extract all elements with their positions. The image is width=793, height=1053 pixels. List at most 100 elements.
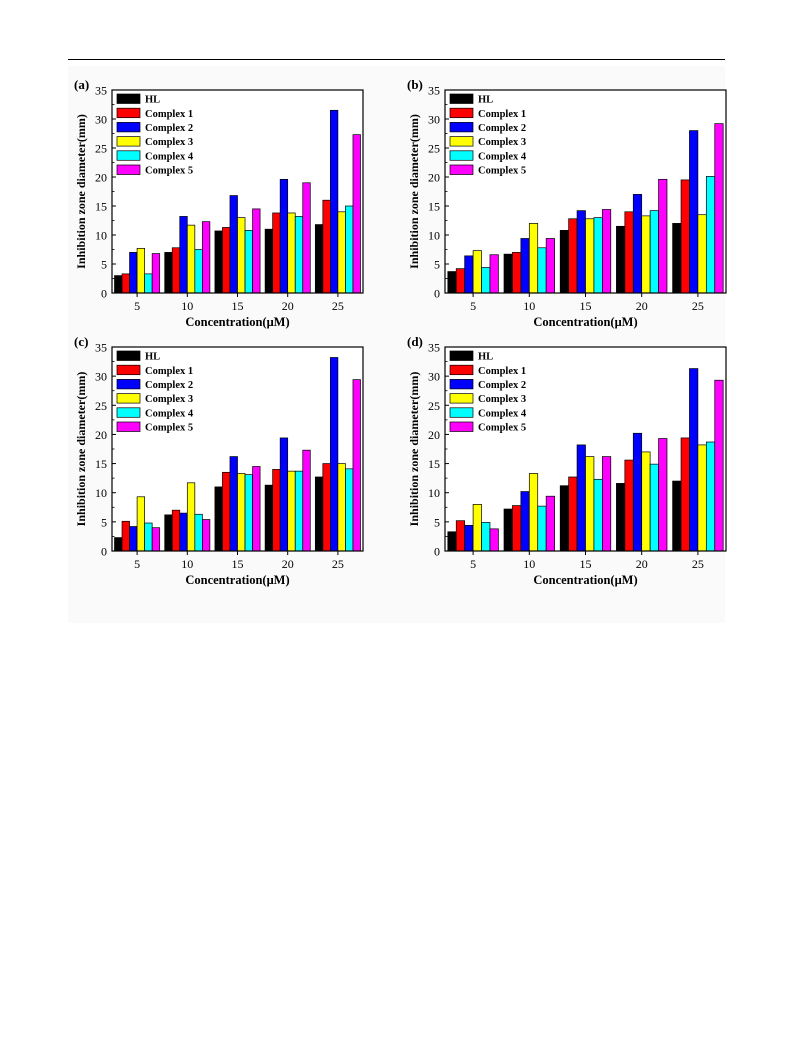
- panel-label: (d): [407, 334, 423, 349]
- bar-hl-5: [114, 537, 123, 552]
- legend-swatch-complex-4: [116, 150, 141, 161]
- y-tick-label: 0: [101, 545, 107, 559]
- x-axis-label: Concentration(μM): [533, 315, 637, 329]
- bar-hl-15: [214, 486, 223, 552]
- y-tick-label: 0: [434, 545, 440, 559]
- bar-hl-15: [559, 485, 569, 552]
- y-tick-label: 5: [101, 258, 107, 272]
- bar-complex-2-20: [279, 437, 289, 552]
- x-tick-label: 10: [181, 299, 193, 313]
- bar-complex-3-10: [186, 482, 196, 552]
- bar-complex-4-5: [144, 522, 153, 552]
- bar-complex-4-15: [593, 217, 603, 294]
- bar-complex-5-5: [489, 528, 499, 552]
- bar-complex-4-20: [294, 470, 304, 552]
- bar-complex-4-10: [194, 513, 203, 552]
- bar-complex-1-10: [171, 247, 181, 294]
- bar-complex-5-10: [202, 519, 211, 552]
- bar-complex-3-15: [585, 218, 595, 294]
- bar-complex-4-15: [593, 478, 603, 552]
- bar-complex-5-20: [658, 178, 668, 294]
- bar-complex-3-15: [237, 473, 246, 552]
- y-axis-label: Inhibition zone diameter(mm): [74, 372, 88, 527]
- y-tick-label: 0: [101, 287, 107, 301]
- legend-label: HL: [478, 352, 493, 363]
- bar-complex-2-25: [330, 357, 339, 552]
- bar-complex-5-10: [202, 221, 211, 294]
- y-tick-label: 5: [101, 515, 107, 529]
- y-tick-label: 15: [428, 457, 440, 471]
- x-tick-label: 20: [282, 557, 294, 571]
- bar-complex-4-5: [481, 522, 491, 552]
- bar-complex-3-5: [472, 504, 482, 552]
- legend: HL Complex 1 Complex 2 Complex 3 Complex 4 Co…: [116, 93, 194, 177]
- x-tick-label: 10: [523, 299, 535, 313]
- legend-swatch-hl: [449, 350, 474, 361]
- bar-complex-5-25: [352, 134, 361, 294]
- legend-label: HL: [145, 95, 160, 106]
- y-tick-label: 20: [428, 171, 440, 185]
- x-axis-label: Concentration(μM): [533, 573, 637, 587]
- y-tick-label: 25: [95, 399, 107, 413]
- bar-complex-5-15: [252, 466, 261, 552]
- chart-panel-b: 0 5 10 15 20 25 30 35 5 10 15 20 25 Concentration(μM)…: [407, 77, 727, 329]
- legend-swatch-complex-1: [449, 364, 474, 376]
- legend-swatch-complex-1: [116, 364, 141, 376]
- legend-swatch-complex-4: [116, 407, 141, 418]
- bar-complex-2-10: [179, 512, 188, 552]
- bar-complex-1-10: [512, 252, 522, 294]
- bar-complex-4-25: [705, 176, 716, 294]
- bar-complex-1-15: [222, 471, 231, 552]
- legend-label: Complex 1: [145, 366, 193, 377]
- y-tick-label: 30: [95, 370, 107, 384]
- y-tick-label: 5: [434, 258, 440, 272]
- bar-complex-5-20: [302, 449, 311, 552]
- bar-complex-5-15: [602, 209, 612, 294]
- bar-complex-5-15: [602, 456, 612, 552]
- legend-label: Complex 4: [478, 408, 527, 419]
- x-axis-label: Concentration(μM): [185, 315, 289, 329]
- bar-hl-5: [447, 531, 457, 552]
- legend-swatch-hl: [449, 93, 474, 104]
- legend-swatch-complex-3: [449, 136, 474, 147]
- bar-complex-1-15: [568, 218, 578, 294]
- legend-swatch-complex-4: [449, 407, 474, 418]
- legend-swatch-complex-2: [116, 379, 141, 390]
- bar-complex-1-20: [272, 212, 281, 294]
- x-tick-label: 10: [181, 557, 193, 571]
- legend-swatch-complex-5: [449, 421, 474, 432]
- bar-complex-5-25: [714, 379, 724, 552]
- bar-complex-1-20: [624, 211, 634, 294]
- legend-swatch-complex-2: [449, 379, 474, 390]
- y-tick-label: 20: [428, 428, 440, 442]
- y-tick-label: 15: [95, 200, 107, 214]
- legend-label: Complex 3: [478, 137, 526, 148]
- bar-hl-10: [503, 508, 513, 552]
- legend-label: Complex 4: [145, 151, 194, 162]
- bar-hl-10: [164, 252, 173, 294]
- bar-complex-2-10: [179, 216, 188, 294]
- x-tick-label: 5: [470, 557, 476, 571]
- bar-complex-3-25: [337, 211, 346, 294]
- y-tick-label: 0: [434, 287, 440, 301]
- bar-complex-3-5: [136, 247, 145, 294]
- bar-complex-4-25: [705, 441, 716, 552]
- bar-complex-2-5: [464, 255, 474, 294]
- bar-hl-25: [672, 480, 682, 552]
- bar-complex-5-15: [252, 208, 261, 294]
- y-tick-label: 20: [95, 428, 107, 442]
- chart-panel-d: 0 5 10 15 20 25 30 35 5 10 15 20 25 Concentration(μM)…: [407, 334, 727, 587]
- legend-swatch-complex-5: [449, 164, 474, 175]
- bar-complex-3-15: [585, 456, 595, 552]
- legend-swatch-complex-1: [449, 107, 474, 119]
- bar-complex-1-15: [568, 476, 578, 552]
- y-tick-label: 5: [434, 515, 440, 529]
- bar-hl-25: [314, 476, 324, 552]
- bar-complex-3-10: [186, 224, 196, 294]
- bar-complex-3-25: [697, 444, 707, 552]
- x-tick-label: 5: [134, 557, 140, 571]
- bar-hl-20: [616, 225, 626, 294]
- legend-label: Complex 1: [145, 109, 193, 120]
- legend-label: HL: [478, 95, 493, 106]
- legend-label: Complex 5: [145, 423, 193, 434]
